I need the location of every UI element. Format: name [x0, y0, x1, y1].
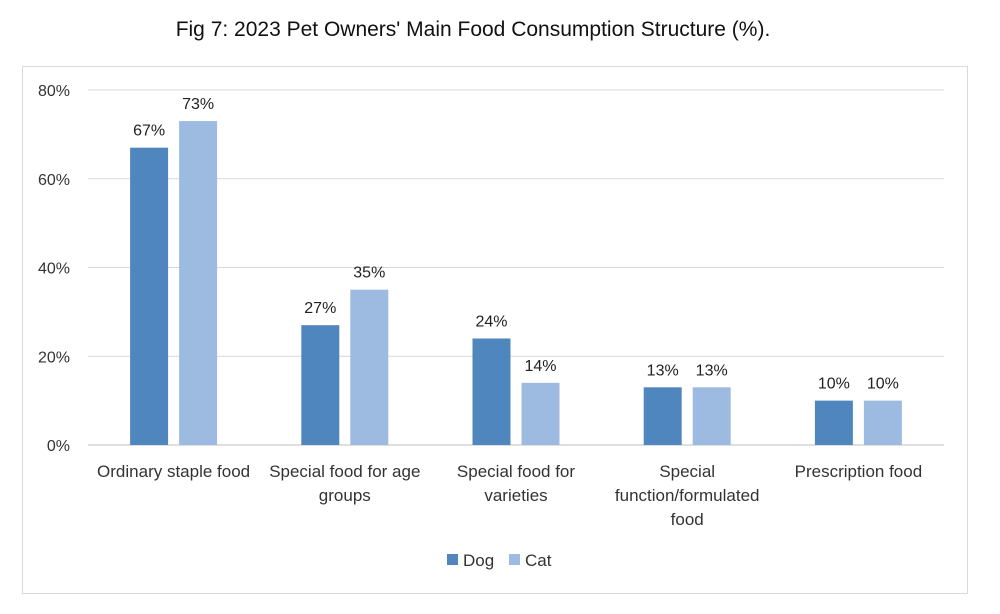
bar-cat	[692, 387, 731, 445]
bars	[130, 121, 902, 445]
data-label: 27%	[304, 300, 336, 317]
data-label: 10%	[818, 376, 850, 393]
x-category-label: varieties	[484, 486, 547, 505]
data-labels: 67% 73% 27% 35% 24% 14% 13% 13% 10% 10%	[133, 96, 899, 393]
y-tick-label: 60%	[38, 172, 70, 189]
bar-cat	[350, 289, 389, 445]
x-category-label: Prescription food	[795, 462, 923, 481]
y-tick-label: 80%	[38, 83, 70, 100]
y-tick-label: 40%	[38, 261, 70, 278]
data-label: 13%	[696, 362, 728, 379]
x-category-label: Ordinary staple food	[97, 462, 250, 481]
legend-swatch	[447, 554, 458, 565]
y-tick-label: 20%	[38, 349, 70, 366]
y-tick-label: 0%	[47, 438, 70, 455]
legend: Dog Cat	[447, 551, 552, 570]
y-axis: 0% 20% 40% 60% 80%	[38, 83, 70, 455]
legend-swatch	[509, 554, 520, 565]
data-label: 73%	[182, 96, 214, 113]
x-category-label: Special food for	[457, 462, 575, 481]
data-label: 24%	[475, 314, 507, 331]
x-category-label: food	[671, 510, 704, 529]
bar-dog	[472, 338, 511, 445]
gridlines	[88, 89, 944, 446]
x-category-label: groups	[319, 486, 371, 505]
chart-title: Fig 7: 2023 Pet Owners' Main Food Consum…	[175, 18, 771, 41]
bar-dog	[643, 387, 682, 445]
legend-label: Cat	[525, 551, 552, 570]
bar-dog	[814, 400, 853, 445]
bar-dog	[301, 325, 340, 445]
data-label: 10%	[867, 376, 899, 393]
x-category-label: Special food for age	[269, 462, 420, 481]
x-category-label: function/formulated	[615, 486, 760, 505]
data-label: 13%	[647, 362, 679, 379]
bar-dog	[130, 147, 169, 445]
x-axis: Ordinary staple food Special food for age…	[97, 462, 922, 529]
data-label: 35%	[353, 265, 385, 282]
bar-cat	[521, 382, 560, 445]
bar-cat	[179, 121, 218, 445]
data-label: 67%	[133, 123, 165, 140]
x-category-label: Special	[659, 462, 715, 481]
bar-cat	[863, 400, 902, 445]
legend-label: Dog	[463, 551, 494, 570]
data-label: 14%	[524, 358, 556, 375]
